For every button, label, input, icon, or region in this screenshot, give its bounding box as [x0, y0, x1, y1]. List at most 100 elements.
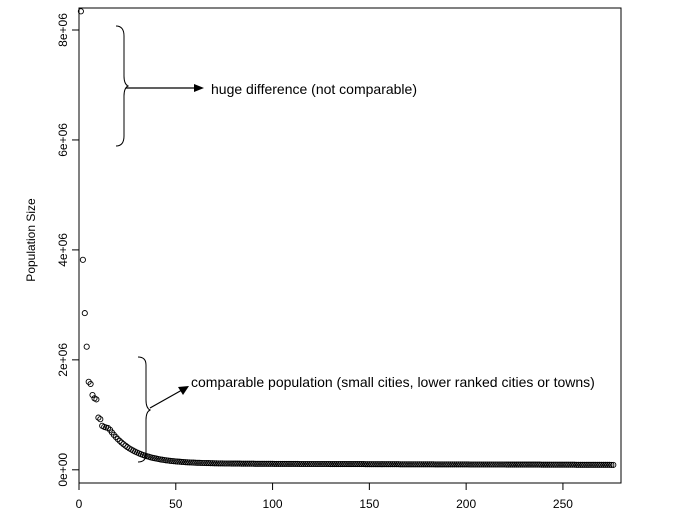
data-point — [561, 461, 568, 468]
data-point — [455, 461, 462, 468]
data-point — [236, 460, 243, 467]
brace-bottom — [137, 356, 152, 463]
data-point — [182, 459, 189, 466]
data-point — [93, 396, 100, 403]
data-point — [505, 461, 512, 468]
data-point — [494, 461, 501, 468]
data-point — [399, 461, 406, 468]
data-point — [221, 460, 228, 467]
y-axis: 0e+00 2e+06 4e+06 6e+06 8e+06 — [56, 13, 80, 487]
data-point — [490, 461, 497, 468]
data-point — [466, 461, 474, 468]
data-point — [285, 460, 292, 467]
x-axis: 0 50 100 150 200 250 — [76, 482, 573, 511]
data-point — [190, 459, 197, 466]
data-point — [281, 460, 288, 467]
data-point — [250, 460, 257, 467]
data-point — [267, 460, 274, 467]
data-point — [265, 460, 272, 467]
data-point — [261, 460, 268, 467]
data-point — [567, 461, 574, 468]
data-point — [426, 461, 433, 468]
x-tick-label: 150 — [359, 497, 379, 511]
data-point — [166, 457, 174, 464]
data-point — [350, 461, 357, 468]
data-point — [468, 461, 475, 468]
arrow-bottom-head — [178, 386, 189, 395]
data-point — [248, 460, 255, 467]
data-point — [186, 459, 193, 466]
data-point — [389, 461, 396, 468]
data-point — [226, 460, 234, 467]
brace-top — [115, 25, 130, 147]
data-point — [501, 461, 508, 468]
y-tick-label: 0e+00 — [56, 453, 70, 487]
arrow-bottom-line — [149, 389, 183, 409]
data-point — [497, 461, 505, 468]
data-point — [596, 461, 603, 468]
data-point — [577, 461, 584, 468]
data-point — [594, 461, 601, 468]
x-tick-label: 50 — [169, 497, 183, 511]
data-point — [486, 461, 493, 468]
data-point — [304, 460, 311, 468]
data-point — [292, 460, 299, 467]
data-point — [408, 461, 415, 468]
data-point — [449, 461, 456, 468]
data-point — [598, 461, 605, 468]
data-point — [557, 461, 565, 468]
data-point — [573, 461, 580, 468]
data-point — [420, 461, 427, 468]
data-point — [254, 460, 261, 467]
data-point — [314, 460, 321, 468]
x-tick-label: 100 — [263, 497, 283, 511]
data-point — [414, 461, 421, 468]
data-point — [207, 460, 214, 467]
data-point — [211, 460, 218, 467]
data-point — [528, 461, 536, 468]
data-point — [372, 461, 379, 468]
data-point — [168, 457, 175, 465]
data-point — [360, 461, 367, 468]
data-point — [515, 461, 522, 468]
data-point — [273, 460, 280, 467]
arrow-top-head — [194, 84, 204, 92]
data-point — [548, 461, 555, 468]
data-point — [434, 461, 441, 468]
data-point — [306, 460, 313, 468]
data-point — [213, 460, 220, 467]
data-point — [461, 461, 468, 468]
data-point — [424, 461, 431, 468]
data-point — [538, 461, 545, 468]
data-point — [511, 461, 518, 468]
data-point — [217, 460, 224, 467]
data-point — [563, 461, 570, 468]
data-point — [327, 461, 334, 468]
data-point — [192, 459, 199, 466]
data-point — [550, 461, 557, 468]
data-point — [488, 461, 495, 468]
data-point — [346, 461, 354, 468]
data-point — [277, 460, 284, 467]
data-point — [176, 458, 183, 465]
data-point — [203, 460, 210, 467]
data-point — [445, 461, 452, 468]
data-point — [366, 461, 373, 468]
data-point — [579, 461, 586, 468]
data-point — [77, 8, 84, 15]
data-point — [279, 460, 286, 467]
data-point — [170, 458, 177, 465]
data-point — [116, 437, 123, 444]
data-point — [428, 461, 435, 468]
data-point — [374, 461, 381, 468]
data-point — [199, 459, 206, 467]
data-point — [114, 435, 121, 443]
data-point — [600, 461, 607, 468]
data-point — [288, 460, 295, 467]
data-point — [465, 461, 472, 468]
data-point — [586, 461, 594, 468]
data-point — [534, 461, 541, 468]
data-point — [416, 461, 423, 468]
data-point — [552, 461, 559, 468]
data-point — [523, 461, 530, 468]
